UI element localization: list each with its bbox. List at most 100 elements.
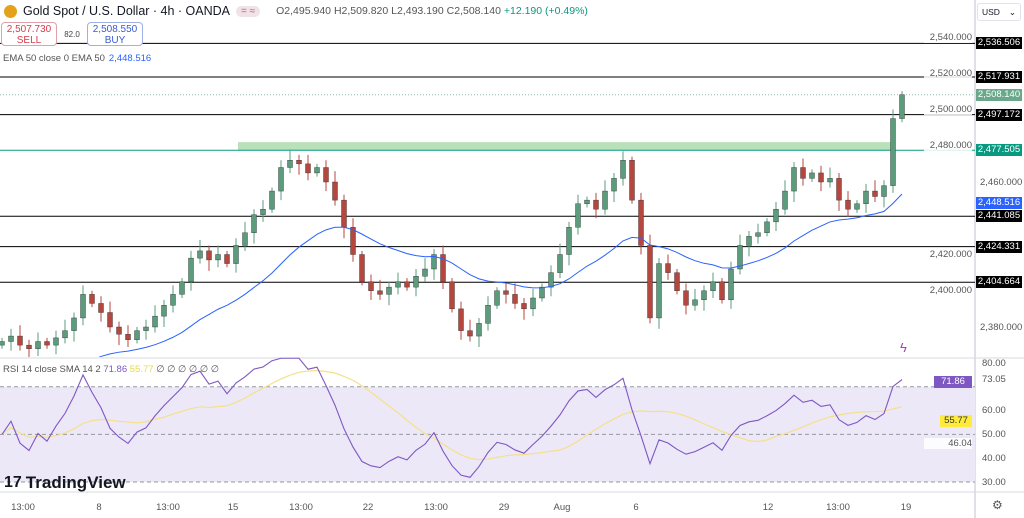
candle-body: [278, 167, 284, 192]
candle-body: [80, 294, 86, 319]
settings-gear-icon[interactable]: ⚙: [992, 498, 1003, 512]
buy-label: BUY: [104, 35, 126, 46]
level-price-label: 2,424.331: [976, 240, 1022, 253]
rsi-tick: 80.00: [982, 357, 1006, 369]
candle-body: [98, 303, 104, 313]
price-tick: 2,500.000: [924, 104, 972, 115]
rsi-tick: 40.00: [982, 452, 1006, 464]
candle-body: [71, 317, 77, 331]
candle-body: [881, 185, 887, 197]
candle-body: [719, 281, 725, 301]
candle-body: [188, 257, 194, 282]
candle-body: [8, 335, 14, 342]
candle-body: [251, 214, 257, 233]
candle-body: [548, 272, 554, 288]
ema-legend-value: 2,448.516: [108, 53, 152, 64]
candle-body: [269, 190, 275, 210]
candle-body: [341, 199, 347, 228]
candle-body: [395, 281, 401, 288]
time-tick: 13:00: [826, 502, 850, 513]
candle-body: [89, 294, 95, 304]
level-price-label: 2,497.172: [976, 108, 1022, 121]
price-tick: 2,380.000: [980, 321, 1023, 333]
candle-body: [809, 172, 815, 179]
candle-body: [44, 341, 50, 346]
open-value: O2,495.940: [276, 5, 332, 17]
candle-body: [161, 305, 167, 317]
candle-body: [305, 163, 311, 174]
buy-button[interactable]: 2,508.550 BUY: [87, 22, 143, 46]
candle-body: [863, 190, 869, 204]
time-tick: 29: [498, 502, 510, 513]
ema-price-label: 2,448.516: [976, 196, 1022, 209]
candle-body: [791, 167, 797, 192]
candle-body: [170, 294, 176, 306]
candle-body: [629, 160, 635, 201]
candle-body: [260, 208, 266, 215]
candle-body: [746, 236, 752, 246]
candle-body: [845, 199, 851, 210]
candle-body: [755, 232, 761, 237]
candle-body: [350, 227, 356, 255]
candle-body: [656, 263, 662, 319]
level-price-label: 2,441.085: [976, 210, 1022, 223]
candle-body: [422, 268, 428, 277]
candle-body: [476, 323, 482, 337]
level-price-label: 2,404.664: [976, 276, 1022, 289]
candle-body: [125, 334, 131, 340]
resistance-zone: [238, 142, 895, 151]
price-tick: 2,400.000: [924, 285, 972, 297]
time-tick: 12: [762, 502, 774, 513]
rsi-legend[interactable]: RSI 14 close SMA 14 2 71.86 55.77 ∅ ∅ ∅ …: [3, 364, 219, 375]
rsi-sma-value-label: 55.77: [940, 414, 972, 427]
candle-body: [53, 337, 59, 346]
candle-body: [701, 290, 707, 301]
rsi-legend-value: 71.86: [103, 364, 128, 375]
ema-legend[interactable]: EMA 50 close 0 EMA 50 2,448.516: [3, 53, 151, 64]
candle-body: [314, 167, 320, 174]
candle-body: [35, 341, 41, 349]
ema-legend-label: EMA 50 close 0 EMA 50: [3, 53, 105, 64]
candle-body: [62, 330, 68, 339]
currency-select[interactable]: USD ⌄: [977, 3, 1021, 21]
level-price-label: 2,477.505: [976, 144, 1022, 157]
low-value: L2,493.190: [391, 5, 444, 17]
close-value: C2,508.140: [446, 5, 501, 17]
candle-body: [332, 181, 338, 201]
candle-body: [485, 305, 491, 324]
price-tick: 2,540.000: [924, 31, 972, 43]
candle-body: [503, 290, 509, 295]
candle-body: [782, 190, 788, 210]
level-price-label: 2,536.506: [976, 37, 1022, 50]
candle-body: [602, 190, 608, 210]
candle-body: [539, 286, 545, 299]
market-status-icon[interactable]: = ≈: [236, 5, 261, 17]
candle-body: [692, 299, 698, 306]
candle-body: [827, 178, 833, 183]
high-value: H2,509.820: [333, 5, 389, 17]
candle-body: [359, 254, 365, 282]
price-tick: 2,520.000: [924, 67, 972, 79]
symbol-title[interactable]: Gold Spot / U.S. Dollar · 4h · OANDA: [23, 4, 231, 18]
rsi-legend-label: RSI 14 close SMA 14 2: [3, 364, 101, 375]
candle-body: [872, 190, 878, 197]
last-price-label: 2,508.140: [976, 88, 1022, 101]
trade-panel: 2,507.730 SELL 82.0 2,508.550 BUY: [1, 22, 143, 46]
candle-body: [449, 281, 455, 310]
candle-body: [404, 281, 410, 288]
time-tick: 15: [227, 502, 239, 513]
candle-body: [674, 272, 680, 291]
rsi-tick: 30.00: [982, 476, 1006, 488]
candle-body: [584, 199, 590, 204]
rsi-tick: 73.05: [982, 374, 1006, 386]
rsi-tick: 60.00: [982, 405, 1006, 417]
rsi-sma-legend-value: 55.77: [129, 364, 154, 375]
candle-body: [728, 268, 734, 301]
tradingview-logo[interactable]: 17 TradingView: [4, 473, 126, 493]
candle-body: [665, 263, 671, 273]
ohlc-readout: O2,495.940 H2,509.820 L2,493.190 C2,508.…: [276, 5, 588, 17]
time-tick: 8: [96, 502, 102, 513]
rsi-legend-extra: ∅ ∅ ∅ ∅ ∅ ∅: [156, 364, 220, 375]
sell-button[interactable]: 2,507.730 SELL: [1, 22, 57, 46]
